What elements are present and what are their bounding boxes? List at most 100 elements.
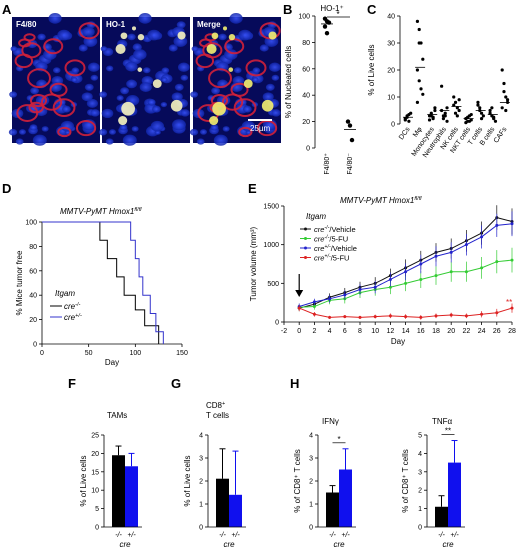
nucleus-blob xyxy=(48,13,62,24)
data-point xyxy=(464,270,468,274)
scale-bar-label: 25µm xyxy=(250,124,271,133)
f480-stain xyxy=(221,93,244,111)
x-tick-label: +/- xyxy=(127,532,136,539)
data-point xyxy=(502,90,506,94)
ho1-stain xyxy=(222,26,228,31)
nucleus-blob xyxy=(84,83,94,91)
data-point xyxy=(421,92,425,96)
chart-h-ifng-title: IFNγ xyxy=(322,417,339,426)
micrograph-merge xyxy=(189,13,281,146)
data-point xyxy=(419,315,423,319)
data-point xyxy=(388,314,392,318)
bar xyxy=(112,455,125,527)
nucleus-blob xyxy=(190,91,199,98)
nucleus-blob xyxy=(150,120,165,132)
micrograph-ho1 xyxy=(98,13,190,146)
y-tick-label: 20 xyxy=(91,451,99,458)
data-point xyxy=(500,106,504,110)
data-point xyxy=(419,277,423,281)
data-point xyxy=(421,57,425,61)
legend-marker xyxy=(304,227,307,231)
chart-h-tnfa-xlabel: cre xyxy=(442,540,454,549)
data-point xyxy=(407,119,411,123)
data-point xyxy=(433,106,437,110)
x-tick-label: F4/80⁻ xyxy=(347,153,354,175)
chart-g-ylabel: % of Live cells xyxy=(183,455,192,506)
nucleus-blob xyxy=(125,61,138,72)
nucleus-blob xyxy=(29,124,38,131)
nucleus-blob xyxy=(138,13,152,24)
f480-stain xyxy=(40,93,63,111)
legend-label: cre-/- xyxy=(64,302,81,311)
chart-h-tnfa-title: TNFα xyxy=(432,417,453,426)
ho1-stain xyxy=(121,101,135,116)
data-point xyxy=(457,108,461,113)
chart-e-ylabel: Tumor volume (mm³) xyxy=(249,226,258,301)
y-tick-label: 1 xyxy=(418,506,422,513)
chart-f-ylabel: % of Live cells xyxy=(79,455,88,506)
data-point xyxy=(510,306,514,310)
y-tick-label: 3 xyxy=(309,456,313,463)
data-point xyxy=(404,281,408,285)
ho1-stain xyxy=(211,32,219,40)
data-point xyxy=(478,106,482,110)
data-point xyxy=(404,315,408,319)
x-tick-label: -/- xyxy=(219,532,226,539)
micrograph-f480 xyxy=(8,13,100,146)
x-tick-label: Mφ xyxy=(412,126,424,139)
nucleus-blob xyxy=(30,87,39,95)
y-tick-label: 80 xyxy=(302,40,310,47)
ho1-stain xyxy=(170,99,183,112)
data-point xyxy=(469,112,473,117)
chart-b-ylabel: % of Nucleated cells xyxy=(284,46,293,118)
data-point xyxy=(417,27,421,32)
y-tick-label: 3 xyxy=(418,469,422,476)
nucleus-blob xyxy=(147,29,161,41)
x-tick-label: 28 xyxy=(508,328,516,335)
data-point xyxy=(443,114,447,118)
data-point xyxy=(479,117,484,121)
nucleus-blob xyxy=(268,62,281,72)
nucleus-blob xyxy=(142,67,151,74)
y-tick-label: 2 xyxy=(199,479,203,486)
bar xyxy=(216,478,229,527)
data-point xyxy=(480,235,484,239)
nucleus-blob xyxy=(57,29,71,41)
x-tick-label: 18 xyxy=(432,328,440,335)
data-point xyxy=(479,111,484,115)
nucleus-blob xyxy=(90,109,100,117)
nucleus-blob xyxy=(87,62,100,72)
data-point xyxy=(434,274,438,278)
data-point xyxy=(419,87,423,91)
data-point xyxy=(504,95,508,99)
nucleus-blob xyxy=(271,109,281,117)
data-point xyxy=(457,98,461,102)
legend-marker xyxy=(304,246,307,250)
x-tick-label: 24 xyxy=(478,328,486,335)
nucleus-blob xyxy=(211,87,220,95)
y-tick-label: 3 xyxy=(199,456,203,463)
chart-e-xlabel: Day xyxy=(391,337,405,346)
y-tick-label: 15 xyxy=(91,469,99,476)
bar xyxy=(435,506,448,527)
nucleus-blob xyxy=(191,46,199,52)
data-point xyxy=(373,315,377,319)
y-tick-label: 2 xyxy=(309,479,313,486)
nucleus-blob xyxy=(176,21,186,29)
x-tick-label: -/- xyxy=(115,532,122,539)
series-line xyxy=(42,221,160,344)
f480-stain xyxy=(75,120,97,137)
y-tick-label: 0 xyxy=(33,342,37,349)
data-point xyxy=(441,117,446,121)
f480-stain xyxy=(202,42,223,59)
data-point xyxy=(404,270,408,274)
nucleus-blob xyxy=(222,126,230,132)
nucleus-blob xyxy=(233,67,242,74)
data-point xyxy=(373,285,377,289)
data-point xyxy=(407,112,411,117)
legend-title: Itgam xyxy=(55,289,75,298)
x-tick-label: 0 xyxy=(297,328,301,335)
legend-label: cre+/-/5-FU xyxy=(314,254,349,263)
